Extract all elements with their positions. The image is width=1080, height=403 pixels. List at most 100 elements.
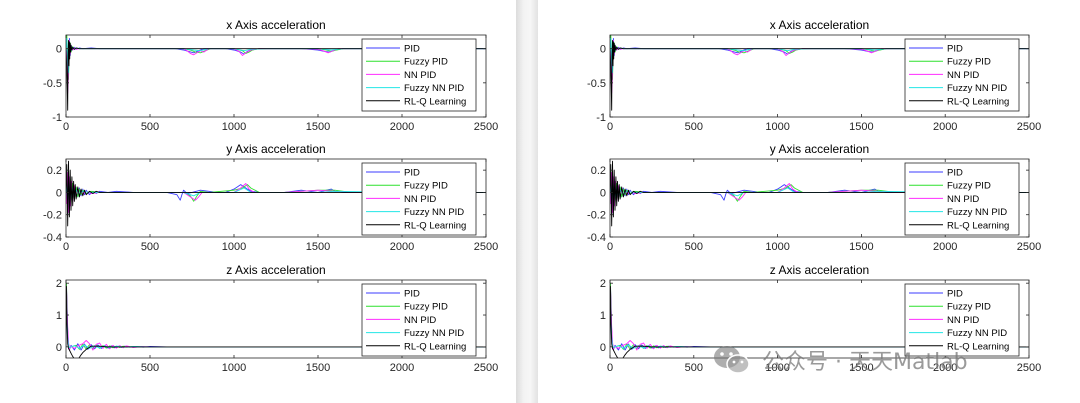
axes-box <box>65 158 487 238</box>
subplot-title: y Axis acceleration <box>226 142 325 156</box>
legend-label: RL-Q Learning <box>404 220 466 231</box>
legend-box <box>361 283 477 357</box>
subplot-title: z Axis acceleration <box>226 263 325 277</box>
x-tick-label: 2500 <box>1017 241 1041 253</box>
legend-box <box>904 283 1020 357</box>
legend: PID Fuzzy PID NN PID Fuzzy NN PID RL-Q Learn… <box>904 162 1020 236</box>
x-tick-label: 1500 <box>849 362 873 374</box>
x-tick-label: 1000 <box>765 121 789 133</box>
y-tick-label: 0 <box>56 187 62 199</box>
y-tick-label: 1 <box>56 310 62 322</box>
legend-box <box>904 162 1020 236</box>
y-tick-label: -0.4 <box>43 232 62 244</box>
axes-box <box>609 158 1030 238</box>
x-tick-label: 500 <box>141 241 159 253</box>
legend: PID Fuzzy PID NN PID Fuzzy NN PID RL-Q Learn… <box>361 283 477 357</box>
x-tick-label: 0 <box>63 362 69 374</box>
legend-label: RL-Q Learning <box>947 341 1009 352</box>
y-tick-label: 0 <box>600 187 606 199</box>
series-line-rl-q-learning <box>66 285 486 358</box>
legend-box <box>904 38 1020 112</box>
x-tick-label: 500 <box>685 121 703 133</box>
y-tick-label: 1 <box>600 310 606 322</box>
legend-label: Fuzzy PID <box>404 57 448 68</box>
x-tick-label: 2500 <box>1017 121 1041 133</box>
subplot-z-axis-acceleration: 0 500 1000 1500 2000 2500 0 1 2 z Axis accelerati… <box>56 263 498 374</box>
figure-window-right: 0 500 1000 1500 2000 2500 -1 -0.5 0 x Axis accele… <box>538 0 1080 403</box>
legend-label: Fuzzy NN PID <box>947 328 1007 339</box>
y-tick-label: -0.5 <box>587 78 606 90</box>
y-tick-label: -0.4 <box>587 232 606 244</box>
legend-label: RL-Q Learning <box>404 341 466 352</box>
x-tick-label: 1000 <box>765 241 789 253</box>
x-tick-label: 2000 <box>933 362 957 374</box>
legend-label: RL-Q Learning <box>947 220 1009 231</box>
x-tick-label: 2500 <box>474 121 498 133</box>
x-tick-label: 2500 <box>1017 362 1041 374</box>
legend-label: PID <box>404 168 420 179</box>
axes-box <box>65 279 487 359</box>
legend-label: Fuzzy PID <box>947 302 991 313</box>
legend-label: Fuzzy NN PID <box>404 83 464 94</box>
x-tick-label: 1500 <box>306 121 330 133</box>
y-tick-label: -1 <box>596 112 606 124</box>
y-tick-label: 0 <box>600 44 606 56</box>
legend-box <box>361 38 477 112</box>
legend-label: NN PID <box>404 70 436 81</box>
x-tick-label: 2500 <box>474 241 498 253</box>
x-tick-label: 1000 <box>222 121 246 133</box>
subplot-x-axis-acceleration: 0 500 1000 1500 2000 2500 -1 -0.5 0 x Axis accele… <box>43 18 498 133</box>
subplot-title: x Axis acceleration <box>770 18 869 32</box>
x-tick-label: 2500 <box>474 362 498 374</box>
axes-box <box>65 34 487 118</box>
legend-label: PID <box>947 289 963 300</box>
y-tick-label: -0.5 <box>43 78 62 90</box>
legend-label: RL-Q Learning <box>404 96 466 107</box>
legend-label: Fuzzy NN PID <box>404 328 464 339</box>
legend-box <box>361 162 477 236</box>
x-tick-label: 2000 <box>390 362 414 374</box>
series-line-rl-q-learning <box>66 160 486 227</box>
legend-label: Fuzzy NN PID <box>947 207 1007 218</box>
series-group <box>66 160 486 227</box>
figure-window-left: 0 500 1000 1500 2000 2500 -1 -0.5 0 x Axis accele… <box>0 0 516 403</box>
legend-label: NN PID <box>947 70 979 81</box>
subplot-title: x Axis acceleration <box>226 18 325 32</box>
figure-left: 0 500 1000 1500 2000 2500-1-0.50x Axis accele… <box>43 18 498 374</box>
legend-label: Fuzzy NN PID <box>404 207 464 218</box>
legend-label: PID <box>947 168 963 179</box>
legend-label: NN PID <box>404 315 436 326</box>
x-tick-label: 500 <box>685 362 703 374</box>
y-tick-label: 0 <box>56 44 62 56</box>
legend-label: RL-Q Learning <box>947 96 1009 107</box>
series-line-rl-q-learning <box>610 160 1029 227</box>
y-tick-label: 0 <box>600 342 606 354</box>
subplot-title: y Axis acceleration <box>770 142 869 156</box>
series-group <box>610 282 1029 358</box>
series-line-rl-q-learning <box>610 40 1029 111</box>
legend-label: NN PID <box>404 194 436 205</box>
x-tick-label: 0 <box>607 362 613 374</box>
watermark-text: 公众号 · 天天Matlab <box>762 350 968 375</box>
x-tick-label: 2000 <box>390 241 414 253</box>
x-tick-label: 500 <box>141 362 159 374</box>
subplot-x-axis-acceleration: 0 500 1000 1500 2000 2500 -1 -0.5 0 x Axis accele… <box>587 18 1041 133</box>
y-tick-label: 2 <box>600 278 606 290</box>
y-tick-label: -0.2 <box>43 210 62 222</box>
series-line-rl-q-learning <box>66 40 486 111</box>
series-group <box>66 35 486 111</box>
x-tick-label: 0 <box>607 121 613 133</box>
legend-label: PID <box>404 44 420 55</box>
legend: PID Fuzzy PID NN PID Fuzzy NN PID RL-Q Learn… <box>904 283 1020 357</box>
wechat-icon <box>714 346 750 374</box>
x-tick-label: 1000 <box>222 362 246 374</box>
legend-label: Fuzzy NN PID <box>947 83 1007 94</box>
x-tick-label: 1500 <box>306 362 330 374</box>
x-tick-label: 1000 <box>765 362 789 374</box>
x-tick-label: 0 <box>63 121 69 133</box>
figure-right: 0 500 1000 1500 2000 2500-1-0.50x Axis accele… <box>587 18 1041 374</box>
series-group <box>610 160 1029 227</box>
legend-label: Fuzzy PID <box>947 181 991 192</box>
series-line-rl-q-learning <box>610 285 1029 358</box>
legend-label: Fuzzy PID <box>404 302 448 313</box>
